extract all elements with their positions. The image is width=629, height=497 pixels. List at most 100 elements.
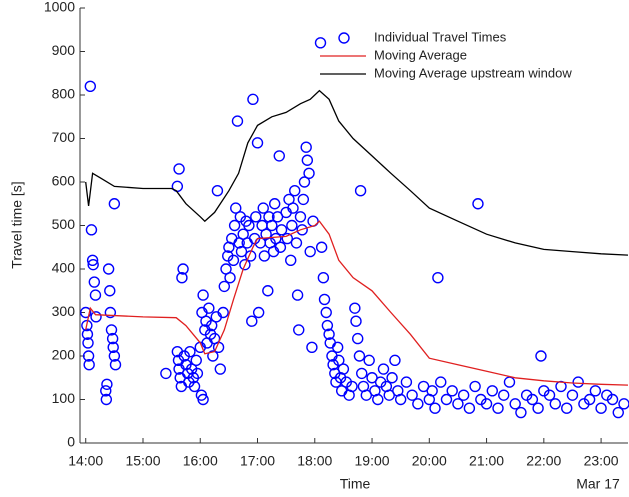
data-point [333,354,345,367]
data-point [273,150,285,162]
data-point [350,315,362,327]
data-point [81,328,94,340]
data-point [87,258,99,271]
legend-label: Moving Average upstream window [374,65,572,80]
data-point [618,398,629,410]
data-point [252,306,265,319]
data-point [352,332,364,345]
y-tick-label: 600 [52,173,76,189]
data-point [498,389,510,401]
data-point [258,250,271,262]
data-point [104,285,116,297]
data-point [108,350,121,362]
data-point [353,350,366,362]
data-point [486,385,498,397]
data-point [356,367,368,380]
x-tick-label: 17:00 [240,453,275,469]
x-tick-label: 22:00 [526,453,561,469]
data-point [306,341,318,353]
data-point [301,154,314,166]
data-point [211,184,224,197]
legend-symbol [338,32,350,44]
data-point [297,193,310,206]
y-axis-label: Travel time [s] [9,181,25,268]
data-point [400,376,413,388]
data-point [304,245,316,258]
data-point [349,302,361,314]
data-point [207,350,219,362]
data-point [81,319,93,332]
data-point [543,389,556,401]
data-point [572,376,584,388]
data-point [177,263,189,275]
data-point [503,376,516,388]
y-tick-label: 200 [52,347,76,363]
data-point [224,272,236,284]
data-point [268,198,281,210]
data-point [320,306,332,319]
data-point [549,398,561,410]
x-axis-label: Time [340,476,371,492]
data-point [214,363,226,375]
y-tick-label: 0 [67,434,75,450]
data-point [583,393,596,406]
data-point [203,302,215,314]
data-point [230,202,242,214]
data-point [515,406,527,419]
data-point [246,315,258,327]
data-point [291,289,304,301]
data-point [287,202,299,214]
x-tick-label: 16:00 [183,453,218,469]
data-point [606,393,619,406]
data-point [262,285,274,297]
data-point [595,402,607,414]
data-point [235,245,248,258]
data-point [173,163,185,175]
x-tick-label: 18:00 [297,453,332,469]
data-point [190,354,202,367]
data-point [266,219,278,232]
data-point [346,380,358,393]
data-point [321,319,334,332]
data-point [100,393,113,406]
data-point [526,393,539,406]
data-point [197,289,209,301]
data-point [270,232,282,245]
data-point [566,389,579,401]
data-point [331,341,344,353]
data-point [293,324,305,336]
data-point [452,398,464,410]
data-point [435,376,447,388]
data-point [290,237,303,249]
data-point [314,37,327,49]
data-point [102,263,115,275]
data-point [317,272,330,284]
data-point [217,306,229,319]
legend-label: Moving Average [374,47,467,62]
data-point [354,184,367,197]
data-point [108,198,121,210]
data-point [289,184,301,197]
data-point [440,393,453,406]
data-point [107,341,119,353]
data-point [228,219,241,232]
x-tick-label: 20:00 [412,453,447,469]
data-point [294,211,307,223]
data-point [298,176,311,188]
data-point [446,385,458,397]
y-tick-label: 100 [52,390,76,406]
data-point [386,372,398,384]
data-point [406,389,418,401]
data-point [315,241,328,253]
data-point [281,232,293,245]
data-point [176,272,188,284]
data-point [82,337,94,349]
data-point [86,254,99,266]
y-tick-label: 800 [52,86,76,102]
data-point [250,211,262,223]
data-point [561,402,573,414]
y-tick-label: 1000 [44,0,75,15]
data-point [300,141,312,153]
